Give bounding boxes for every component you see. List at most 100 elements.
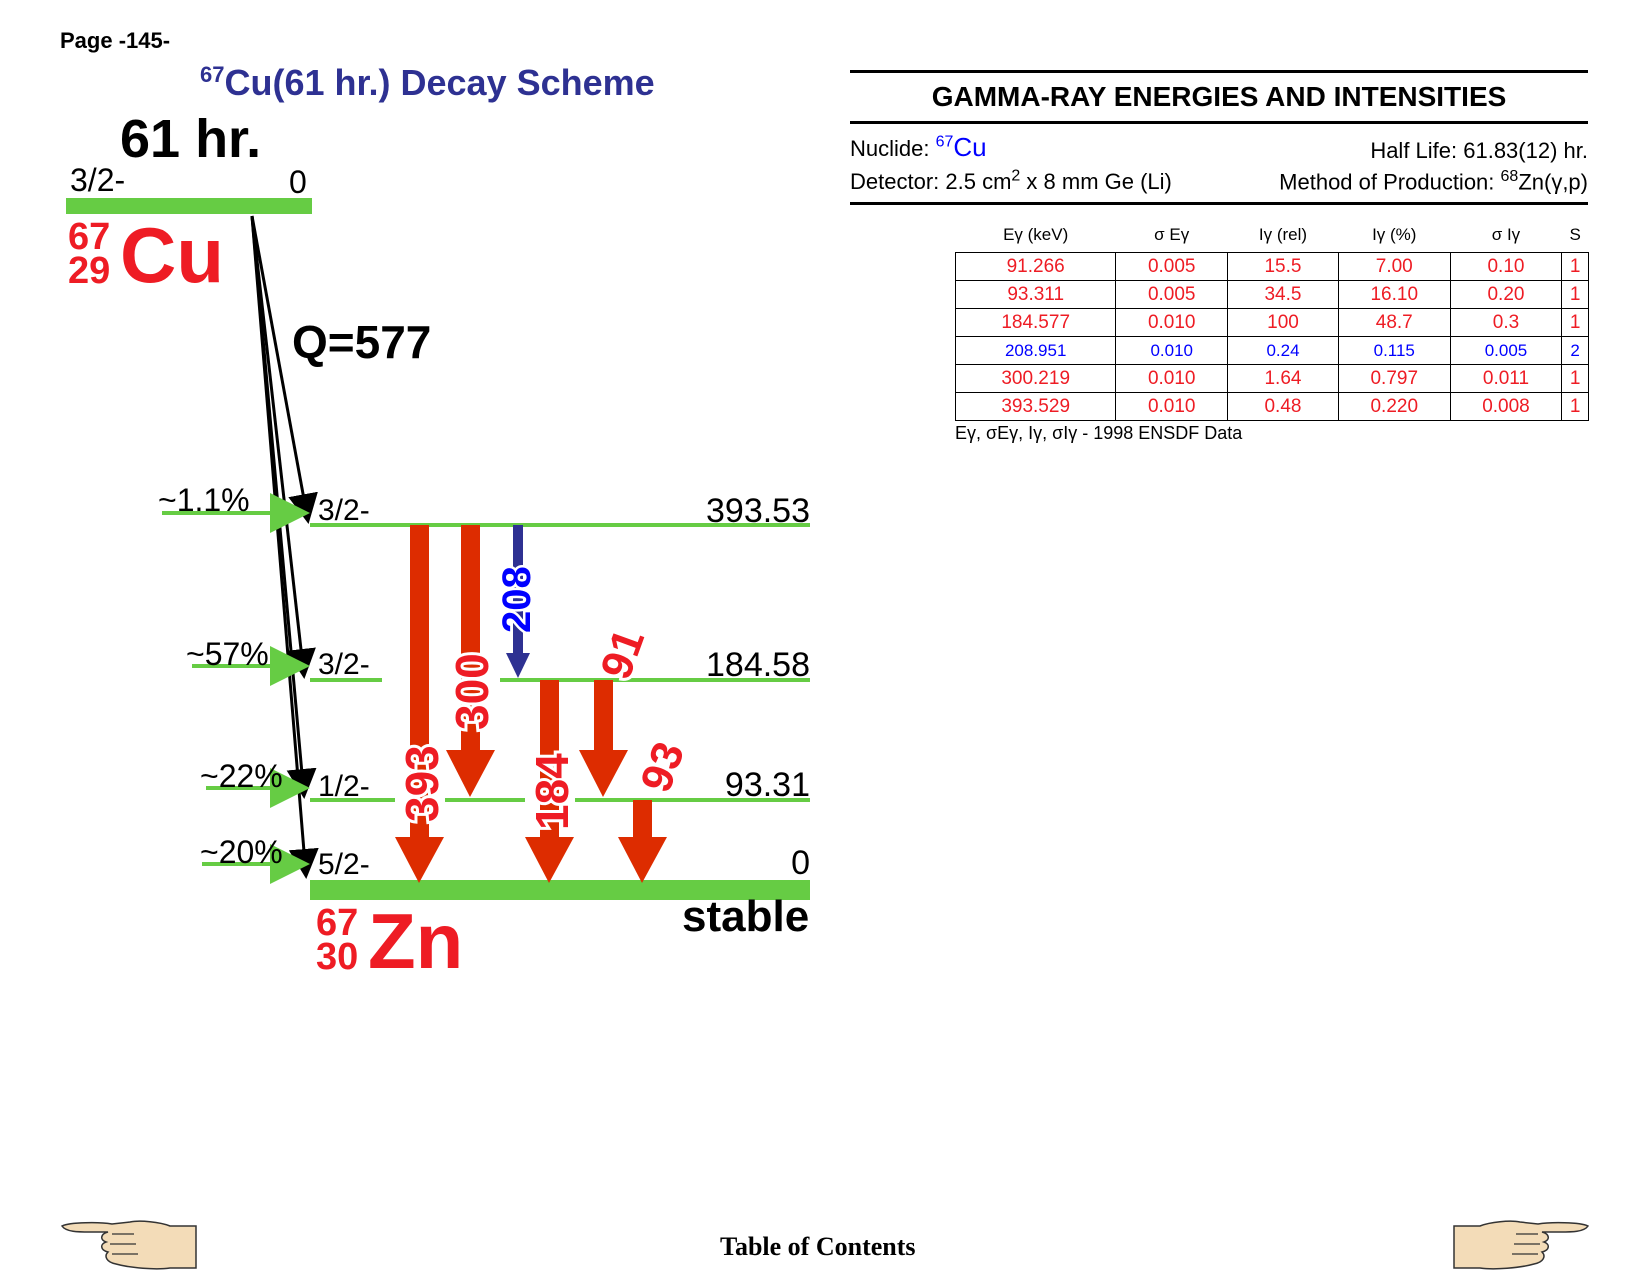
level-spin-0: 5/2- <box>318 848 370 881</box>
table-cell: 0.010 <box>1115 364 1229 393</box>
daughter-mass-number: 67 <box>316 902 359 944</box>
table-cell: 184.577 <box>954 308 1117 337</box>
gamma-208-arrow <box>506 525 530 678</box>
feeding-pct-184: ~57% <box>186 636 269 672</box>
q-value: Q=577 <box>292 316 432 368</box>
level-spin-184: 3/2- <box>318 648 370 681</box>
table-cell: 16.10 <box>1337 280 1451 309</box>
parent-spin: 3/2- <box>70 162 126 198</box>
production-prefix: Method of Production: <box>1279 169 1501 195</box>
gamma-393-arrow <box>395 525 444 883</box>
feeding-pct-93: ~22% <box>200 758 283 794</box>
gamma-208-label: 208 <box>495 566 539 633</box>
detector-exponent: 2 <box>1011 168 1021 185</box>
data-source-note: Eγ, σEγ, Iγ, σIγ - 1998 ENSDF Data <box>955 423 1243 443</box>
table-cell: 1 <box>1561 364 1589 393</box>
level-energy-184: 184.58 <box>706 646 810 684</box>
detector-info-row: Detector: 2.5 cm2 x 8 mm Ge (Li) Method … <box>850 168 1588 195</box>
header-energy: Eγ (keV) <box>1003 225 1069 244</box>
table-cell: 1 <box>1561 252 1589 281</box>
gamma-300-label: 300 <box>446 653 498 730</box>
production-mass: 68 <box>1500 168 1519 185</box>
table-cell: 0.010 <box>1115 336 1229 365</box>
table-cell: 0.10 <box>1449 252 1563 281</box>
detector-suffix: x 8 mm Ge (Li) <box>1020 169 1172 195</box>
table-cell: 0.20 <box>1449 280 1563 309</box>
level-spin-93: 1/2- <box>318 770 370 803</box>
header-intensity-rel: Iγ (rel) <box>1258 225 1308 244</box>
gamma-table: Eγ (keV) σ Eγ Iγ (rel) Iγ (%) σ Iγ S 91.… <box>954 218 1589 421</box>
page-title: 67Cu(61 hr.) Decay Scheme <box>200 62 655 104</box>
nuclide-label: Nuclide: <box>850 136 930 161</box>
production-method-text: Method of Production: 68Zn(γ,p) <box>1279 168 1588 195</box>
parent-symbol: Cu <box>120 211 224 299</box>
table-cell: 0.797 <box>1337 364 1451 393</box>
gamma-300-arrow <box>446 525 495 797</box>
half-life-text: Half Life: 61.83(12) hr. <box>1370 138 1588 163</box>
level-energy-0: 0 <box>791 844 810 882</box>
daughter-stable-label: stable <box>682 892 810 941</box>
table-cell: 2 <box>1561 336 1589 365</box>
table-cell: 0.220 <box>1337 392 1451 421</box>
nuclide-value: 67Cu <box>936 132 987 162</box>
table-cell: 0.010 <box>1115 308 1229 337</box>
feeding-pct-393: ~1.1% <box>158 482 250 518</box>
gamma-184-label: 184 <box>526 753 578 830</box>
nuclide-info-row: Nuclide: 67Cu Half Life: 61.83(12) hr. <box>850 132 1588 163</box>
table-cell: 0.008 <box>1449 392 1563 421</box>
decay-scheme-diagram: 393 300 208 184 91 93 <box>162 215 810 900</box>
previous-page-hand-icon[interactable] <box>60 1212 200 1272</box>
gamma-91-arrow <box>579 680 628 797</box>
table-cell: 1 <box>1561 280 1589 309</box>
table-cell: 100 <box>1227 308 1339 337</box>
gamma-93-arrow <box>618 800 667 883</box>
table-row: 93.311 0.005 34.5 16.10 0.20 1 <box>954 280 1589 309</box>
parent-level-bar <box>66 198 312 214</box>
table-cell: 0.011 <box>1449 364 1563 393</box>
parent-nuclide-label: 67 29 Cu <box>68 214 238 294</box>
beta-branch-393 <box>250 215 318 524</box>
daughter-atomic-number: 30 <box>316 936 359 978</box>
table-cell: 34.5 <box>1227 280 1339 309</box>
nuclide-mass: 67 <box>935 133 954 151</box>
table-cell: 1 <box>1561 308 1589 337</box>
table-row: 393.529 0.010 0.48 0.220 0.008 1 <box>954 392 1589 421</box>
gamma-table-title: GAMMA-RAY ENERGIES AND INTENSITIES <box>850 70 1588 124</box>
table-cell: 0.005 <box>1115 280 1229 309</box>
parent-half-life: 61 hr. <box>120 109 262 169</box>
header-energy-uncertainty: σ Eγ <box>1154 225 1190 244</box>
nuclide-symbol: Cu <box>953 132 987 162</box>
header-intensity-uncertainty: σ Iγ <box>1491 225 1521 244</box>
table-cell: 48.7 <box>1337 308 1451 337</box>
table-cell: 93.311 <box>954 280 1117 309</box>
ground-state-bar <box>310 880 810 900</box>
beta-branch-184 <box>250 215 316 679</box>
feeding-pct-0: ~20% <box>200 834 283 870</box>
daughter-nuclide-label: 67 30 Zn <box>316 900 486 980</box>
table-cell: 0.005 <box>1115 252 1229 281</box>
parent-energy: 0 <box>289 164 307 200</box>
table-cell: 91.266 <box>954 252 1117 281</box>
table-cell: 1 <box>1561 392 1589 421</box>
page-number: Page -145- <box>60 28 171 53</box>
table-cell: 393.529 <box>954 392 1117 421</box>
beta-branch-0 <box>250 215 319 879</box>
level-energy-393: 393.53 <box>706 492 810 530</box>
next-page-hand-icon[interactable] <box>1450 1212 1590 1272</box>
daughter-symbol: Zn <box>368 897 464 985</box>
gamma-table-header-row: Eγ (keV) σ Eγ Iγ (rel) Iγ (%) σ Iγ S <box>956 218 1589 253</box>
table-row: 91.266 0.005 15.5 7.00 0.10 1 <box>954 252 1589 281</box>
title-mass-number: 67 <box>200 62 225 87</box>
table-row: 300.219 0.010 1.64 0.797 0.011 1 <box>954 364 1589 393</box>
table-row: 184.577 0.010 100 48.7 0.3 1 <box>954 308 1589 337</box>
table-cell: 0.3 <box>1449 308 1563 337</box>
table-cell: 7.00 <box>1337 252 1451 281</box>
info-divider <box>850 202 1588 205</box>
detector-prefix: Detector: 2.5 cm <box>850 169 1012 195</box>
table-cell: 0.005 <box>1449 336 1563 365</box>
table-of-contents-link[interactable]: Table of Contents <box>720 1232 916 1261</box>
gamma-184-arrow <box>525 680 574 883</box>
table-row: 208.951 0.010 0.24 0.115 0.005 2 <box>954 336 1589 365</box>
table-cell: 15.5 <box>1227 252 1339 281</box>
detector-text: Detector: 2.5 cm2 x 8 mm Ge (Li) <box>850 168 1172 195</box>
